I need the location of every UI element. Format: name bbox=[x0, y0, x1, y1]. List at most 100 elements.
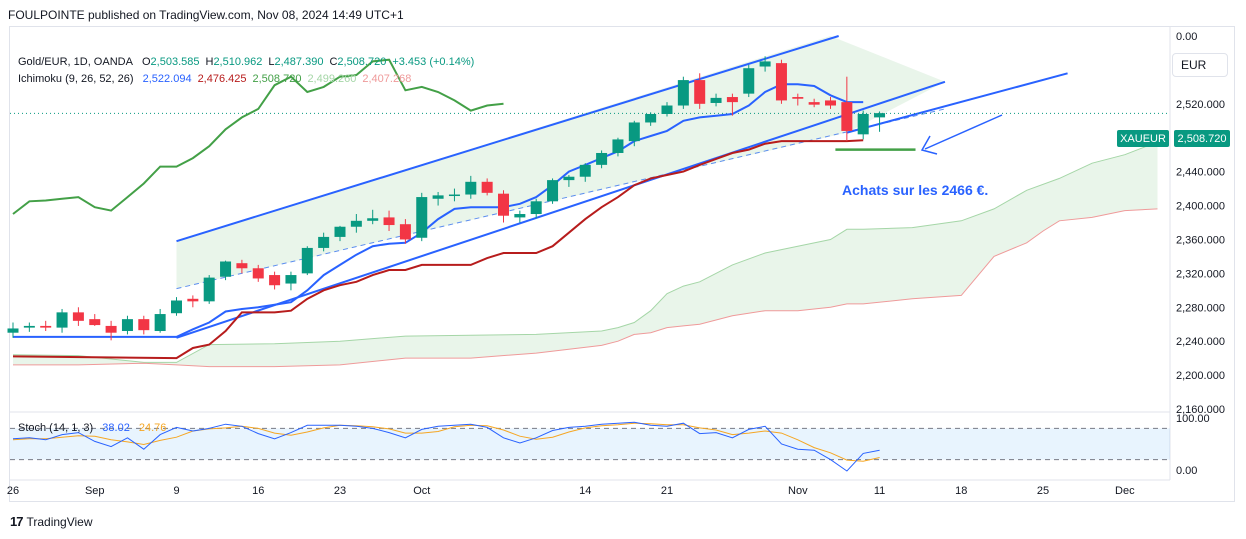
ichimoku-label[interactable]: Ichimoku (9, 26, 52, 26) bbox=[18, 73, 134, 85]
candle-body bbox=[547, 180, 559, 202]
symbol-name[interactable]: Gold/EUR, 1D, OANDA bbox=[18, 56, 133, 68]
candle-body bbox=[841, 102, 853, 131]
price-tick-label: 2,400.000 bbox=[1176, 201, 1225, 213]
stoch-label[interactable]: Stoch (14, 1, 3) bbox=[18, 422, 94, 434]
ohlc-value: 2,487.390 bbox=[274, 56, 324, 68]
candle-body bbox=[350, 220, 362, 227]
candle-body bbox=[694, 80, 706, 104]
time-tick-label: 26 bbox=[7, 485, 19, 497]
span-a-line bbox=[12, 141, 1158, 363]
candle-body bbox=[301, 247, 313, 274]
candle-body bbox=[220, 261, 232, 277]
candle-body bbox=[612, 139, 624, 153]
candle-body bbox=[236, 263, 248, 269]
candle-body bbox=[416, 197, 428, 238]
candle-body bbox=[56, 312, 68, 328]
candle-body bbox=[825, 100, 836, 106]
channel-fill bbox=[176, 36, 945, 289]
time-tick-label: 9 bbox=[173, 485, 179, 497]
candle-body bbox=[857, 113, 869, 135]
tradingview-logo[interactable]: 17 TradingView bbox=[10, 514, 93, 529]
candle-body bbox=[367, 218, 379, 221]
candle-body bbox=[399, 224, 411, 240]
time-tick-label: 23 bbox=[334, 485, 346, 497]
candle-body bbox=[40, 325, 52, 328]
chart-frame bbox=[9, 26, 1235, 502]
price-tick-label: 2,200.000 bbox=[1176, 370, 1225, 382]
candle-body bbox=[530, 201, 542, 215]
channel-lower-extension bbox=[846, 72, 1068, 134]
candle-body bbox=[187, 298, 199, 302]
ohlc-value: 2,508.720 bbox=[337, 56, 387, 68]
ichimoku-values: 2,522.094 2,476.425 2,508.720 2,499.260 2,40… bbox=[143, 73, 418, 85]
time-tick-label: 18 bbox=[955, 485, 967, 497]
candle-body bbox=[448, 194, 460, 197]
candle-body bbox=[432, 195, 444, 199]
chikou-span-line bbox=[12, 58, 504, 215]
ohlc-key: C bbox=[329, 56, 338, 68]
candle-body bbox=[563, 176, 575, 181]
candle-body bbox=[171, 300, 182, 314]
candle-body bbox=[579, 164, 591, 177]
ohlc-key: H bbox=[205, 56, 214, 68]
stoch-d-line bbox=[12, 422, 880, 462]
candle-body bbox=[7, 328, 19, 333]
annotation-arrow-line bbox=[924, 114, 1003, 150]
stoch-tick-label: 100.00 bbox=[1176, 413, 1210, 425]
candle-body bbox=[759, 61, 771, 67]
candle-body bbox=[269, 275, 281, 286]
candle-body bbox=[498, 193, 509, 216]
stoch-d-value: 24.76 bbox=[138, 422, 167, 434]
annotation-text: Achats sur les 2466 €. bbox=[842, 182, 988, 198]
candle-body bbox=[726, 97, 738, 103]
candle-body bbox=[514, 214, 526, 218]
candle-body bbox=[677, 80, 689, 106]
price-tick-label: 2,280.000 bbox=[1176, 302, 1225, 314]
candle-body bbox=[874, 113, 886, 118]
candle-body bbox=[710, 97, 722, 103]
candle-body bbox=[645, 113, 657, 123]
symbol-legend: Gold/EUR, 1D, OANDA O2,503.585 H2,510.962… bbox=[18, 56, 486, 68]
candle-body bbox=[121, 319, 133, 332]
candle-body bbox=[334, 226, 346, 237]
candle-body bbox=[72, 312, 84, 321]
ohlc-value: 2,510.962 bbox=[213, 56, 263, 68]
ichimoku-value: 2,508.720 bbox=[252, 73, 302, 85]
time-tick-label: 11 bbox=[874, 485, 885, 497]
ohlc-value: 2,503.585 bbox=[150, 56, 200, 68]
candle-body bbox=[318, 236, 330, 248]
channel-upper-line bbox=[176, 35, 839, 243]
currency-selector[interactable]: EUR bbox=[1172, 53, 1228, 77]
publisher-attribution: FOULPOINTE published on TradingView.com,… bbox=[8, 8, 404, 22]
candle-body bbox=[743, 68, 755, 94]
stoch-tick-label: 0.00 bbox=[1176, 465, 1197, 477]
price-tick-label: 2,520.000 bbox=[1176, 99, 1225, 111]
symbol-badge: XAUEUR bbox=[1117, 130, 1169, 147]
price-tick-label: 2,360.000 bbox=[1176, 234, 1225, 246]
candle-body bbox=[775, 63, 787, 101]
stoch-k-value: 38.02 bbox=[102, 422, 130, 434]
ichimoku-value: 2,476.425 bbox=[197, 73, 247, 85]
ichimoku-value: 2,499.260 bbox=[307, 73, 357, 85]
price-tick-label: 2,240.000 bbox=[1176, 336, 1225, 348]
candle-body bbox=[383, 217, 395, 226]
tradingview-brand: TradingView bbox=[26, 514, 93, 529]
channel-mid-line bbox=[176, 108, 946, 290]
time-tick-label: 25 bbox=[1037, 485, 1049, 497]
ohlc-value: +3.453 (+0.14%) bbox=[392, 56, 475, 68]
stoch-legend: Stoch (14, 1, 3) 38.02 24.76 bbox=[18, 422, 172, 434]
last-price-badge: 2,508.720 bbox=[1174, 130, 1230, 147]
time-tick-label: 16 bbox=[252, 485, 264, 497]
price-tick-label: 2,320.000 bbox=[1176, 268, 1225, 280]
price-tick-label: 2,440.000 bbox=[1176, 167, 1225, 179]
candle-body bbox=[138, 319, 150, 331]
candle-body bbox=[628, 122, 640, 142]
stoch-k-line bbox=[12, 421, 880, 472]
kijun-sen-line bbox=[12, 139, 864, 360]
candle-body bbox=[105, 325, 117, 333]
ohlc-key: O bbox=[141, 56, 151, 68]
tenkan-sen-line bbox=[13, 83, 864, 338]
candle-body bbox=[285, 275, 297, 284]
candle-body bbox=[481, 181, 493, 193]
